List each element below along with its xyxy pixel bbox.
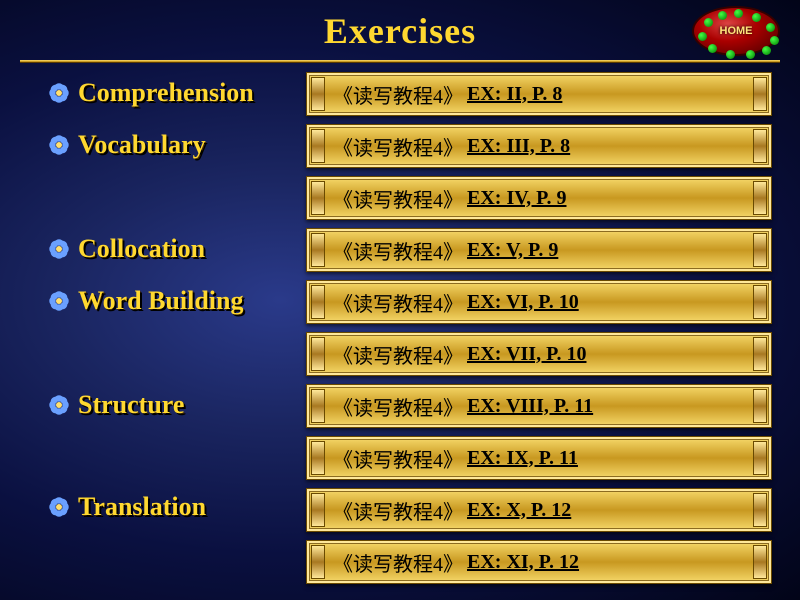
flower-bullet-icon (48, 290, 70, 312)
exercise-link[interactable]: EX: VI, P. 10 (467, 291, 579, 314)
exercise-prefix: 《读写教程4》 (333, 392, 463, 421)
title-underline (20, 60, 780, 63)
exercise-link[interactable]: EX: VIII, P. 11 (467, 395, 593, 418)
category-item: Translation (48, 492, 206, 522)
exercise-button[interactable]: 《读写教程4》EX: X, P. 12 (306, 488, 772, 532)
category-label: Collocation (78, 234, 205, 264)
exercise-link[interactable]: EX: IV, P. 9 (467, 187, 566, 210)
category-item: Word Building (48, 286, 243, 316)
category-label: Comprehension (78, 78, 254, 108)
flower-bullet-icon (48, 134, 70, 156)
exercise-prefix: 《读写教程4》 (333, 236, 463, 265)
category-label: Translation (78, 492, 206, 522)
exercise-link[interactable]: EX: III, P. 8 (467, 135, 570, 158)
exercise-link[interactable]: EX: II, P. 8 (467, 83, 562, 106)
category-item: Vocabulary (48, 130, 206, 160)
exercise-prefix: 《读写教程4》 (333, 80, 463, 109)
home-label: HOME (720, 25, 753, 37)
exercise-prefix: 《读写教程4》 (333, 132, 463, 161)
exercise-prefix: 《读写教程4》 (333, 184, 463, 213)
exercise-prefix: 《读写教程4》 (333, 340, 463, 369)
exercise-prefix: 《读写教程4》 (333, 288, 463, 317)
exercise-button[interactable]: 《读写教程4》EX: XI, P. 12 (306, 540, 772, 584)
page-title: Exercises (0, 0, 800, 52)
exercise-link[interactable]: EX: VII, P. 10 (467, 343, 586, 366)
flower-bullet-icon (48, 394, 70, 416)
category-item: Comprehension (48, 78, 254, 108)
category-label: Vocabulary (78, 130, 206, 160)
flower-bullet-icon (48, 238, 70, 260)
flower-bullet-icon (48, 82, 70, 104)
home-button[interactable]: HOME (692, 6, 780, 56)
exercise-prefix: 《读写教程4》 (333, 496, 463, 525)
category-label: Structure (78, 390, 184, 420)
exercise-link[interactable]: EX: V, P. 9 (467, 239, 558, 262)
exercise-button[interactable]: 《读写教程4》EX: IX, P. 11 (306, 436, 772, 480)
exercise-button[interactable]: 《读写教程4》EX: VI, P. 10 (306, 280, 772, 324)
exercise-button[interactable]: 《读写教程4》EX: IV, P. 9 (306, 176, 772, 220)
category-item: Collocation (48, 234, 205, 264)
exercise-button[interactable]: 《读写教程4》EX: VIII, P. 11 (306, 384, 772, 428)
exercise-button[interactable]: 《读写教程4》EX: III, P. 8 (306, 124, 772, 168)
exercise-prefix: 《读写教程4》 (333, 548, 463, 577)
category-item: Structure (48, 390, 184, 420)
exercise-prefix: 《读写教程4》 (333, 444, 463, 473)
exercise-link[interactable]: EX: X, P. 12 (467, 499, 571, 522)
exercise-button[interactable]: 《读写教程4》EX: VII, P. 10 (306, 332, 772, 376)
exercise-button[interactable]: 《读写教程4》EX: II, P. 8 (306, 72, 772, 116)
exercise-button[interactable]: 《读写教程4》EX: V, P. 9 (306, 228, 772, 272)
exercise-link[interactable]: EX: XI, P. 12 (467, 551, 579, 574)
category-label: Word Building (78, 286, 243, 316)
exercise-link[interactable]: EX: IX, P. 11 (467, 447, 578, 470)
flower-bullet-icon (48, 496, 70, 518)
